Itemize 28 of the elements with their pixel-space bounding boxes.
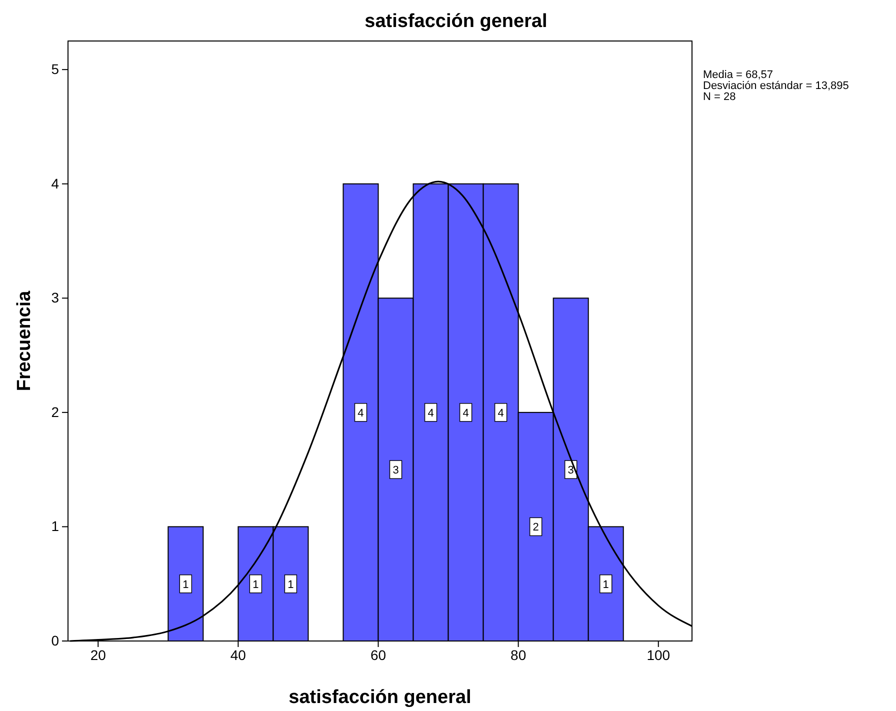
y-tick-label: 4 (51, 175, 60, 192)
y-tick-label: 2 (51, 404, 60, 420)
y-tick-label: 1 (51, 518, 60, 534)
data-label: 4 (462, 407, 469, 420)
x-axis-title: satisfacción general (288, 687, 472, 708)
data-label: 1 (182, 578, 189, 591)
data-label: 2 (532, 522, 539, 534)
x-tick-label: 60 (370, 646, 386, 663)
text: Desviación estándar = 13,895 (703, 80, 849, 92)
data-label: 3 (392, 464, 399, 477)
y-tick-label: 5 (51, 61, 60, 78)
x-tick-label: 20 (90, 646, 106, 663)
data-label: 4 (428, 407, 434, 420)
x-tick-label: 100 (646, 646, 670, 663)
data-label: 1 (288, 578, 294, 591)
data-label: 4 (358, 407, 364, 420)
x-tick-label: 40 (230, 646, 246, 663)
y-tick-label: 0 (51, 632, 60, 648)
data-label: 4 (498, 407, 504, 420)
y-axis-title: Frecuencia (14, 290, 35, 392)
y-tick-label: 3 (51, 290, 60, 306)
x-tick-label: 80 (510, 646, 526, 663)
chart-title: satisfacción general (364, 11, 548, 32)
text: N = 28 (703, 91, 736, 103)
text: Media = 68,57 (703, 69, 774, 81)
data-label: 3 (568, 464, 574, 477)
data-label: 1 (602, 578, 609, 591)
data-label: 1 (252, 578, 259, 591)
